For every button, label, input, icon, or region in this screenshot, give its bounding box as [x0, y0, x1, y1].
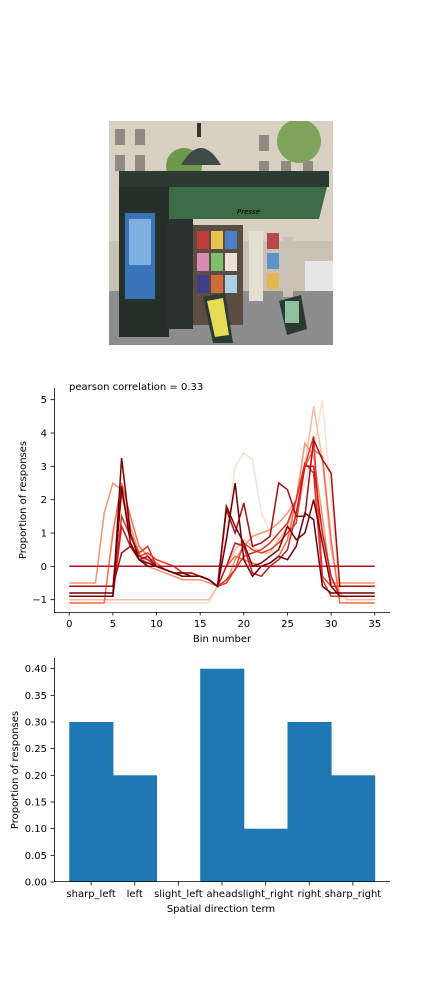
bar-chart-bars	[69, 669, 375, 882]
y-tick-label: 2	[41, 495, 47, 506]
bar-sharp_left	[69, 722, 113, 882]
x-tick-label: 10	[150, 619, 163, 630]
line-chart-series-group	[69, 400, 374, 603]
bar-right	[288, 722, 332, 882]
x-tick-label: slight_right	[238, 889, 294, 900]
y-tick-label: 5	[41, 395, 47, 406]
y-tick-label: 0.35	[25, 691, 47, 702]
x-tick-label: 5	[110, 619, 116, 630]
x-tick-label: 20	[237, 619, 250, 630]
y-tick-label: 0.20	[25, 771, 47, 782]
y-tick-label: 1	[41, 529, 47, 540]
bar-chart-x-label: Spatial direction term	[167, 904, 275, 915]
y-tick-label: 0.40	[25, 664, 47, 675]
bar-sharp_right	[331, 775, 375, 882]
line-chart-title: pearson correlation = 0.33	[69, 382, 203, 393]
x-tick-label: ahead	[206, 889, 237, 900]
line-chart-y-ticks: −1 0 1 2 3 4 5	[32, 395, 54, 606]
line-chart-x-ticks: 0 5 10 15 20 25 30 35	[66, 612, 381, 630]
y-tick-label: 3	[41, 462, 47, 473]
y-tick-label: 0.00	[25, 878, 47, 889]
y-tick-label: 0.30	[25, 718, 47, 729]
bar-chart: sharp_left left slight_left ahead slight_rig…	[10, 658, 390, 915]
y-tick-label: 0.05	[25, 851, 47, 862]
bar-ahead	[200, 669, 244, 882]
bar-chart-x-ticks: sharp_left left slight_left ahead slight_rig…	[66, 882, 381, 900]
x-tick-label: 30	[325, 619, 338, 630]
x-tick-label: 15	[194, 619, 207, 630]
y-tick-label: 0.25	[25, 744, 47, 755]
x-tick-label: sharp_left	[66, 889, 115, 900]
x-tick-label: 0	[66, 619, 72, 630]
x-tick-label: slight_left	[154, 889, 203, 900]
bar-chart-y-ticks: 0.00 0.05 0.10 0.15 0.20 0.25 0.30 0.35 0.40	[25, 664, 54, 888]
line-chart: pearson correlation = 0.33 0 5 10 15 20 25 30 3…	[18, 382, 390, 645]
y-tick-label: 0.15	[25, 798, 47, 809]
y-tick-label: 0.10	[25, 824, 47, 835]
x-tick-label: 35	[368, 619, 381, 630]
bar-left	[113, 775, 157, 882]
x-tick-label: sharp_right	[325, 889, 382, 900]
y-tick-label: 0	[41, 562, 47, 573]
x-tick-label: right	[298, 889, 322, 900]
y-tick-label: 4	[41, 429, 47, 440]
bar-slight_right	[244, 829, 288, 882]
y-tick-label: −1	[32, 595, 47, 606]
line-chart-x-label: Bin number	[193, 634, 252, 645]
x-tick-label: left	[127, 889, 143, 900]
line-chart-y-label: Proportion of responses	[18, 441, 29, 559]
x-tick-label: 25	[281, 619, 294, 630]
bar-chart-y-label: Proportion of responses	[10, 711, 21, 829]
